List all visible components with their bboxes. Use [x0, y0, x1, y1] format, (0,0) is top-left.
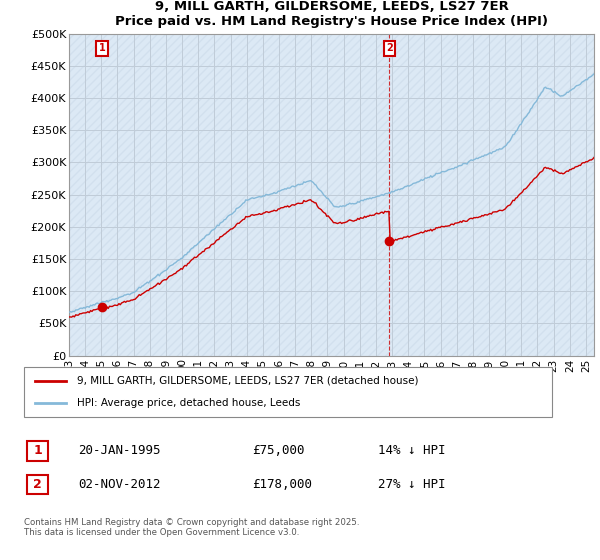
Bar	[27, 474, 48, 494]
Text: 9, MILL GARTH, GILDERSOME, LEEDS, LS27 7ER (detached house): 9, MILL GARTH, GILDERSOME, LEEDS, LS27 7…	[77, 376, 418, 386]
Text: 20-JAN-1995: 20-JAN-1995	[78, 444, 161, 458]
Text: HPI: Average price, detached house, Leeds: HPI: Average price, detached house, Leed…	[77, 398, 300, 408]
Text: 1: 1	[33, 444, 42, 458]
Title: 9, MILL GARTH, GILDERSOME, LEEDS, LS27 7ER
Price paid vs. HM Land Registry's Hou: 9, MILL GARTH, GILDERSOME, LEEDS, LS27 7…	[115, 0, 548, 28]
Bar	[27, 441, 48, 461]
Text: 2: 2	[33, 478, 42, 491]
Text: 02-NOV-2012: 02-NOV-2012	[78, 478, 161, 491]
Text: £75,000: £75,000	[252, 444, 305, 458]
Text: 27% ↓ HPI: 27% ↓ HPI	[378, 478, 445, 491]
Text: £178,000: £178,000	[252, 478, 312, 491]
Text: 2: 2	[386, 43, 393, 53]
Text: Contains HM Land Registry data © Crown copyright and database right 2025.
This d: Contains HM Land Registry data © Crown c…	[24, 518, 359, 538]
Text: 1: 1	[99, 43, 106, 53]
Text: 14% ↓ HPI: 14% ↓ HPI	[378, 444, 445, 458]
